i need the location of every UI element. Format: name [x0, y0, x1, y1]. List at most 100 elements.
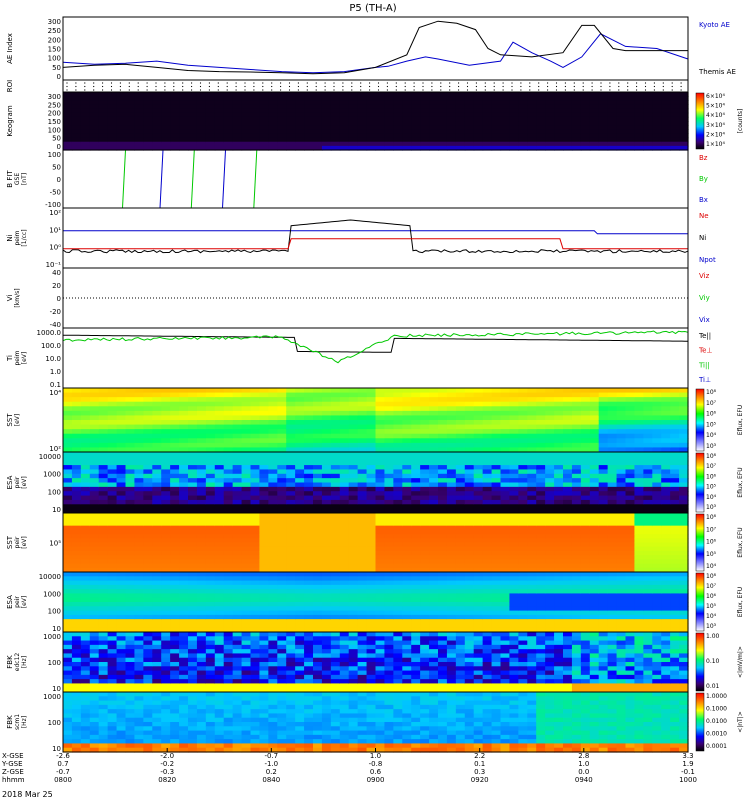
- heatmap-cell: [277, 137, 287, 143]
- heatmap-cell: [580, 137, 591, 143]
- heatmap-cell: [205, 584, 216, 590]
- heatmap-cell: [446, 546, 457, 552]
- heatmap-cell: [438, 576, 448, 582]
- heatmap-cell: [196, 486, 207, 492]
- heatmap-cell: [63, 108, 73, 114]
- heatmap-cell: [616, 121, 627, 126]
- heatmap-cell: [63, 104, 73, 110]
- heatmap-cell: [321, 388, 332, 394]
- heatmap-cell: [366, 473, 377, 479]
- heatmap-cell: [366, 504, 377, 510]
- heatmap-cell: [464, 521, 475, 527]
- heatmap-cell: [321, 614, 332, 620]
- heatmap-cell: [232, 424, 243, 430]
- heatmap-cell: [536, 525, 546, 531]
- heatmap-cell: [107, 482, 118, 488]
- heatmap-cell: [491, 433, 502, 439]
- heatmap-cell: [313, 610, 323, 616]
- heatmap-cell: [500, 478, 511, 484]
- heatmap-cell: [625, 112, 636, 118]
- heatmap-cell: [348, 424, 359, 430]
- heatmap-cell: [491, 555, 502, 560]
- heatmap-cell: [152, 112, 162, 118]
- heatmap-cell: [277, 555, 287, 560]
- heatmap-cell: [321, 538, 332, 544]
- heatmap-cell: [438, 508, 448, 514]
- y-tick-label: 150: [48, 46, 61, 54]
- heatmap-cell: [473, 424, 484, 430]
- heatmap-cell: [232, 469, 243, 475]
- heatmap-cell: [464, 572, 475, 577]
- heatmap-cell: [205, 137, 216, 143]
- heatmap-cell: [464, 602, 475, 607]
- heatmap-cell: [536, 141, 546, 147]
- roi-dot: [324, 85, 326, 88]
- heatmap-cell: [429, 610, 439, 616]
- heatmap-cell: [241, 137, 252, 143]
- heatmap-cell: [348, 121, 359, 126]
- heatmap-cell: [554, 388, 564, 394]
- heatmap-cell: [134, 504, 144, 510]
- heatmap-cell: [366, 597, 377, 603]
- heatmap-cell: [446, 499, 457, 505]
- heatmap-cell: [357, 116, 368, 122]
- heatmap-cell: [652, 534, 662, 539]
- roi-dot: [208, 82, 210, 84]
- heatmap-cell: [536, 415, 546, 421]
- heatmap-cell: [98, 525, 109, 531]
- heatmap-cell: [259, 96, 269, 101]
- heatmap-cell: [330, 433, 341, 439]
- heatmap-cell: [634, 133, 644, 139]
- heatmap-cell: [536, 129, 546, 135]
- heatmap-cell: [170, 517, 180, 523]
- heatmap-cell: [348, 623, 359, 629]
- heatmap-cell: [170, 397, 180, 403]
- heatmap-cell: [304, 614, 314, 620]
- heatmap-cell: [473, 121, 484, 126]
- heatmap-cell: [616, 499, 627, 505]
- heatmap-cell: [196, 96, 207, 101]
- heatmap-cell: [286, 456, 296, 462]
- roi-dot: [262, 82, 264, 84]
- heatmap-cell: [152, 424, 162, 430]
- heatmap-cell: [509, 137, 519, 143]
- heatmap-cell: [580, 116, 591, 122]
- heatmap-cell: [179, 610, 189, 616]
- heatmap-cell: [259, 424, 269, 430]
- heatmap-cell: [116, 92, 127, 97]
- heatmap-cell: [366, 465, 377, 471]
- heatmap-cell: [625, 108, 636, 114]
- heatmap-cell: [661, 508, 671, 514]
- heatmap-cell: [143, 133, 153, 139]
- heatmap-cell: [679, 504, 689, 510]
- heatmap-cell: [482, 538, 493, 544]
- heatmap-cell: [384, 465, 394, 471]
- heatmap-cell: [634, 447, 644, 453]
- heatmap-cell: [170, 112, 180, 118]
- heatmap-cell: [598, 429, 609, 435]
- heatmap-cell: [161, 572, 171, 577]
- heatmap-cell: [277, 112, 287, 118]
- heatmap-cell: [232, 499, 243, 505]
- heatmap-cell: [563, 116, 573, 122]
- heatmap-cell: [250, 133, 261, 139]
- roi-dot: [395, 89, 397, 91]
- heatmap-cell: [393, 542, 403, 548]
- heatmap-cell: [455, 495, 466, 501]
- heatmap-cell: [80, 141, 91, 147]
- heatmap-cell: [286, 593, 296, 599]
- heatmap-cell: [661, 442, 671, 449]
- heatmap-cell: [598, 473, 609, 479]
- heatmap-cell: [143, 546, 153, 552]
- heatmap-cell: [491, 508, 502, 514]
- y-tick-label: 250: [48, 27, 61, 35]
- heatmap-cell: [277, 546, 287, 552]
- heatmap-cell: [259, 137, 269, 143]
- heatmap-cell: [286, 597, 296, 603]
- heatmap-cell: [295, 456, 305, 462]
- heatmap-cell: [571, 529, 582, 535]
- roi-dot: [377, 85, 380, 88]
- heatmap-cell: [625, 504, 636, 510]
- heatmap-cell: [652, 112, 662, 118]
- heatmap-cell: [143, 420, 153, 426]
